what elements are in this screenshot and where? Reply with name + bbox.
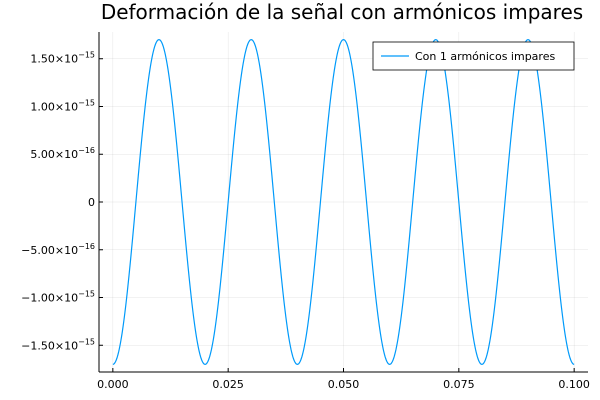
y-tick-mantissa: 0	[88, 196, 95, 209]
x-tick-label: 0.000	[97, 378, 129, 391]
legend-label: Con 1 armónicos impares	[415, 50, 555, 63]
series-group	[112, 39, 575, 365]
y-tick-label: 5.00×10−16	[30, 146, 95, 161]
y-tick-label: −5.00×10−16	[21, 242, 95, 257]
y-tick-mantissa: −1.50×10	[21, 339, 78, 352]
y-tick-mantissa: 1.50×10	[30, 53, 78, 66]
y-tick-label: −1.00×10−15	[21, 290, 95, 305]
y-tick-exponent: −16	[78, 146, 95, 155]
x-tick-label: 0.075	[443, 378, 475, 391]
series-line-0	[112, 39, 575, 365]
grid	[99, 32, 588, 372]
y-tick-label: 1.50×10−15	[30, 51, 95, 66]
chart-title: Deformación de la señal con armónicos im…	[101, 0, 583, 24]
x-tick-label: 0.100	[558, 378, 590, 391]
y-tick-mantissa: −5.00×10	[21, 244, 78, 257]
y-tick-label: 0	[88, 196, 95, 209]
y-tick-exponent: −16	[78, 242, 95, 251]
x-tick-label: 0.025	[212, 378, 244, 391]
y-tick-exponent: −15	[78, 98, 95, 107]
y-tick-label: 1.00×10−15	[30, 98, 95, 113]
y-tick-exponent: −15	[78, 337, 95, 346]
y-tick-exponent: −15	[78, 51, 95, 60]
y-tick-exponent: −15	[78, 290, 95, 299]
y-tick-label: −1.50×10−15	[21, 337, 95, 352]
legend: Con 1 armónicos impares	[372, 41, 575, 71]
y-tick-mantissa: −1.00×10	[21, 292, 78, 305]
y-tick-mantissa: 1.00×10	[30, 100, 78, 113]
axes: 0.000 0.025 0.050 0.075 0.1001.50×10−151.00×…	[21, 32, 590, 391]
y-tick-mantissa: 5.00×10	[30, 148, 78, 161]
x-tick-label: 0.050	[328, 378, 360, 391]
